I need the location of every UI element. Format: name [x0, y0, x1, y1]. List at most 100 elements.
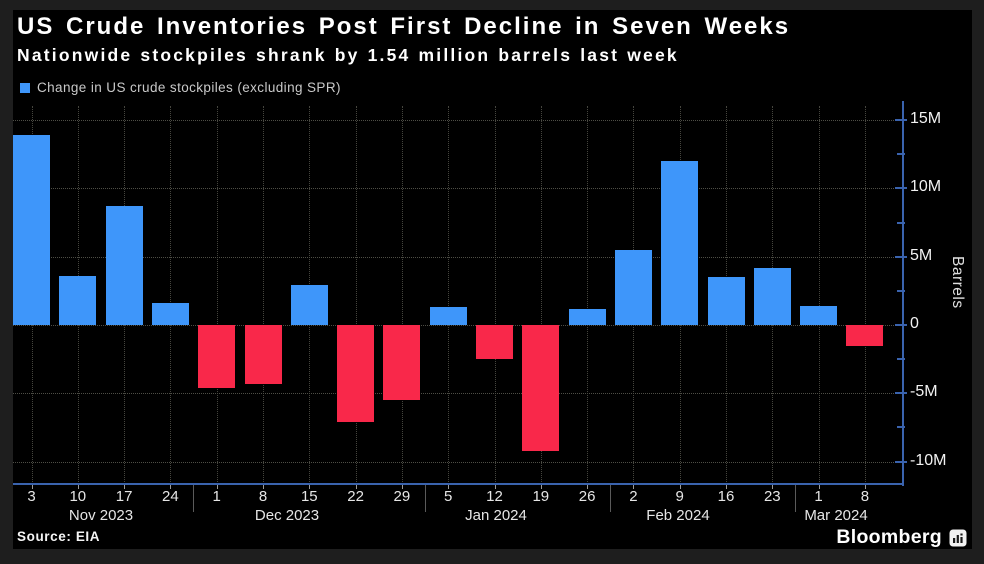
bar-nov-10 — [59, 275, 97, 325]
y-axis-tick — [897, 289, 905, 292]
vertical-gridline — [263, 106, 264, 484]
x-tick-label: 26 — [578, 488, 596, 505]
x-tick-label: 19 — [532, 488, 550, 505]
x-tick-label: 22 — [347, 488, 364, 505]
brand-mark: Bloomberg — [836, 526, 967, 549]
bar-jan-19 — [522, 325, 560, 451]
vertical-gridline — [540, 106, 542, 484]
x-axis-tick — [309, 483, 311, 489]
horizontal-gridline — [13, 256, 902, 258]
y-axis-tick — [895, 460, 907, 463]
vertical-gridline — [355, 106, 357, 484]
x-tick-label: 8 — [860, 488, 870, 505]
x-axis-tick — [170, 483, 172, 489]
horizontal-gridline — [13, 188, 902, 190]
bar-mar-8 — [846, 325, 884, 347]
x-month-label: Nov 2023 — [68, 507, 134, 524]
x-axis-tick — [818, 483, 820, 489]
y-tick-label: 5M — [910, 246, 933, 264]
bar-nov-17 — [105, 206, 143, 325]
bar-feb-23 — [753, 267, 791, 325]
x-tick-label: 8 — [258, 488, 268, 505]
y-tick-label: 10M — [910, 178, 942, 196]
x-axis-tick — [494, 483, 496, 489]
x-axis-tick — [726, 483, 727, 489]
x-tick-label: 12 — [486, 488, 503, 505]
x-axis-tick — [31, 483, 33, 489]
vertical-gridline — [864, 106, 866, 484]
vertical-gridline — [216, 106, 218, 484]
brand-wordmark: Bloomberg — [836, 526, 942, 548]
y-tick-label: -5M — [910, 383, 938, 401]
y-axis-tick — [895, 119, 907, 122]
bar-dec-22 — [337, 325, 375, 422]
bloomberg-terminal-icon — [949, 529, 967, 546]
month-separator — [795, 483, 797, 512]
vertical-gridline — [818, 106, 820, 484]
bar-feb-16 — [707, 277, 745, 325]
x-tick-label: 1 — [212, 488, 221, 505]
horizontal-gridline — [13, 325, 902, 326]
x-tick-label: 15 — [300, 488, 318, 505]
x-month-label: Mar 2024 — [804, 507, 868, 524]
y-axis-tick — [895, 392, 907, 395]
legend: Change in US crude stockpiles (excluding… — [20, 80, 341, 95]
x-tick-label: 10 — [69, 488, 87, 505]
vertical-gridline — [494, 106, 496, 484]
y-axis-tick — [895, 255, 907, 258]
x-tick-label: 1 — [814, 488, 823, 505]
horizontal-gridline — [13, 461, 902, 463]
y-tick-label: -10M — [910, 451, 947, 469]
y-tick-label: 0 — [910, 315, 919, 332]
vertical-gridline — [401, 106, 403, 484]
x-axis-tick — [355, 483, 357, 489]
y-axis-tick — [895, 187, 907, 190]
y-axis-line — [902, 101, 904, 486]
month-separator — [193, 483, 195, 512]
x-axis-tick — [124, 483, 126, 489]
y-tick-label: 15M — [910, 110, 942, 128]
x-tick-label: 29 — [393, 488, 411, 505]
x-axis-tick — [864, 483, 866, 489]
bar-dec-15 — [290, 285, 328, 325]
x-tick-label: 3 — [27, 488, 36, 505]
y-axis-tick — [897, 358, 905, 361]
x-axis-tick — [540, 483, 542, 489]
x-month-label: Jan 2024 — [465, 507, 527, 524]
bar-jan-5 — [429, 307, 467, 325]
bar-feb-2 — [614, 249, 652, 325]
x-month-label: Dec 2023 — [254, 507, 320, 524]
x-axis-tick — [216, 483, 218, 489]
x-tick-label: 24 — [162, 488, 179, 505]
x-tick-label: 2 — [629, 488, 638, 505]
x-axis-tick — [679, 483, 681, 489]
x-tick-label: 17 — [115, 488, 133, 505]
y-axis-unit-label: Barrels — [949, 256, 966, 309]
month-separator — [610, 483, 612, 512]
chart-title: US Crude Inventories Post First Decline … — [17, 13, 791, 40]
bar-dec-1 — [198, 325, 236, 388]
bar-dec-29 — [383, 325, 421, 401]
x-axis-tick — [587, 483, 589, 489]
x-tick-label: 9 — [675, 488, 684, 505]
y-axis-tick — [897, 426, 905, 429]
x-tick-label: 16 — [717, 488, 735, 505]
x-axis-tick — [448, 483, 450, 489]
bar-mar-1 — [800, 305, 838, 325]
legend-label: Change in US crude stockpiles (excluding… — [37, 80, 341, 95]
horizontal-gridline — [13, 393, 902, 395]
x-month-label: Feb 2024 — [646, 507, 710, 524]
y-axis-tick — [897, 153, 905, 156]
chart-panel — [13, 10, 972, 549]
x-axis-tick — [772, 483, 774, 489]
x-axis-tick — [263, 483, 264, 489]
chart-subtitle: Nationwide stockpiles shrank by 1.54 mil… — [17, 45, 679, 65]
y-axis-tick — [895, 324, 907, 326]
bar-nov-24 — [151, 303, 189, 325]
source-note: Source: EIA — [17, 529, 101, 544]
vertical-gridline — [170, 106, 172, 484]
x-axis-line — [13, 482, 904, 485]
vertical-gridline — [587, 106, 589, 484]
x-axis-tick — [401, 483, 403, 489]
